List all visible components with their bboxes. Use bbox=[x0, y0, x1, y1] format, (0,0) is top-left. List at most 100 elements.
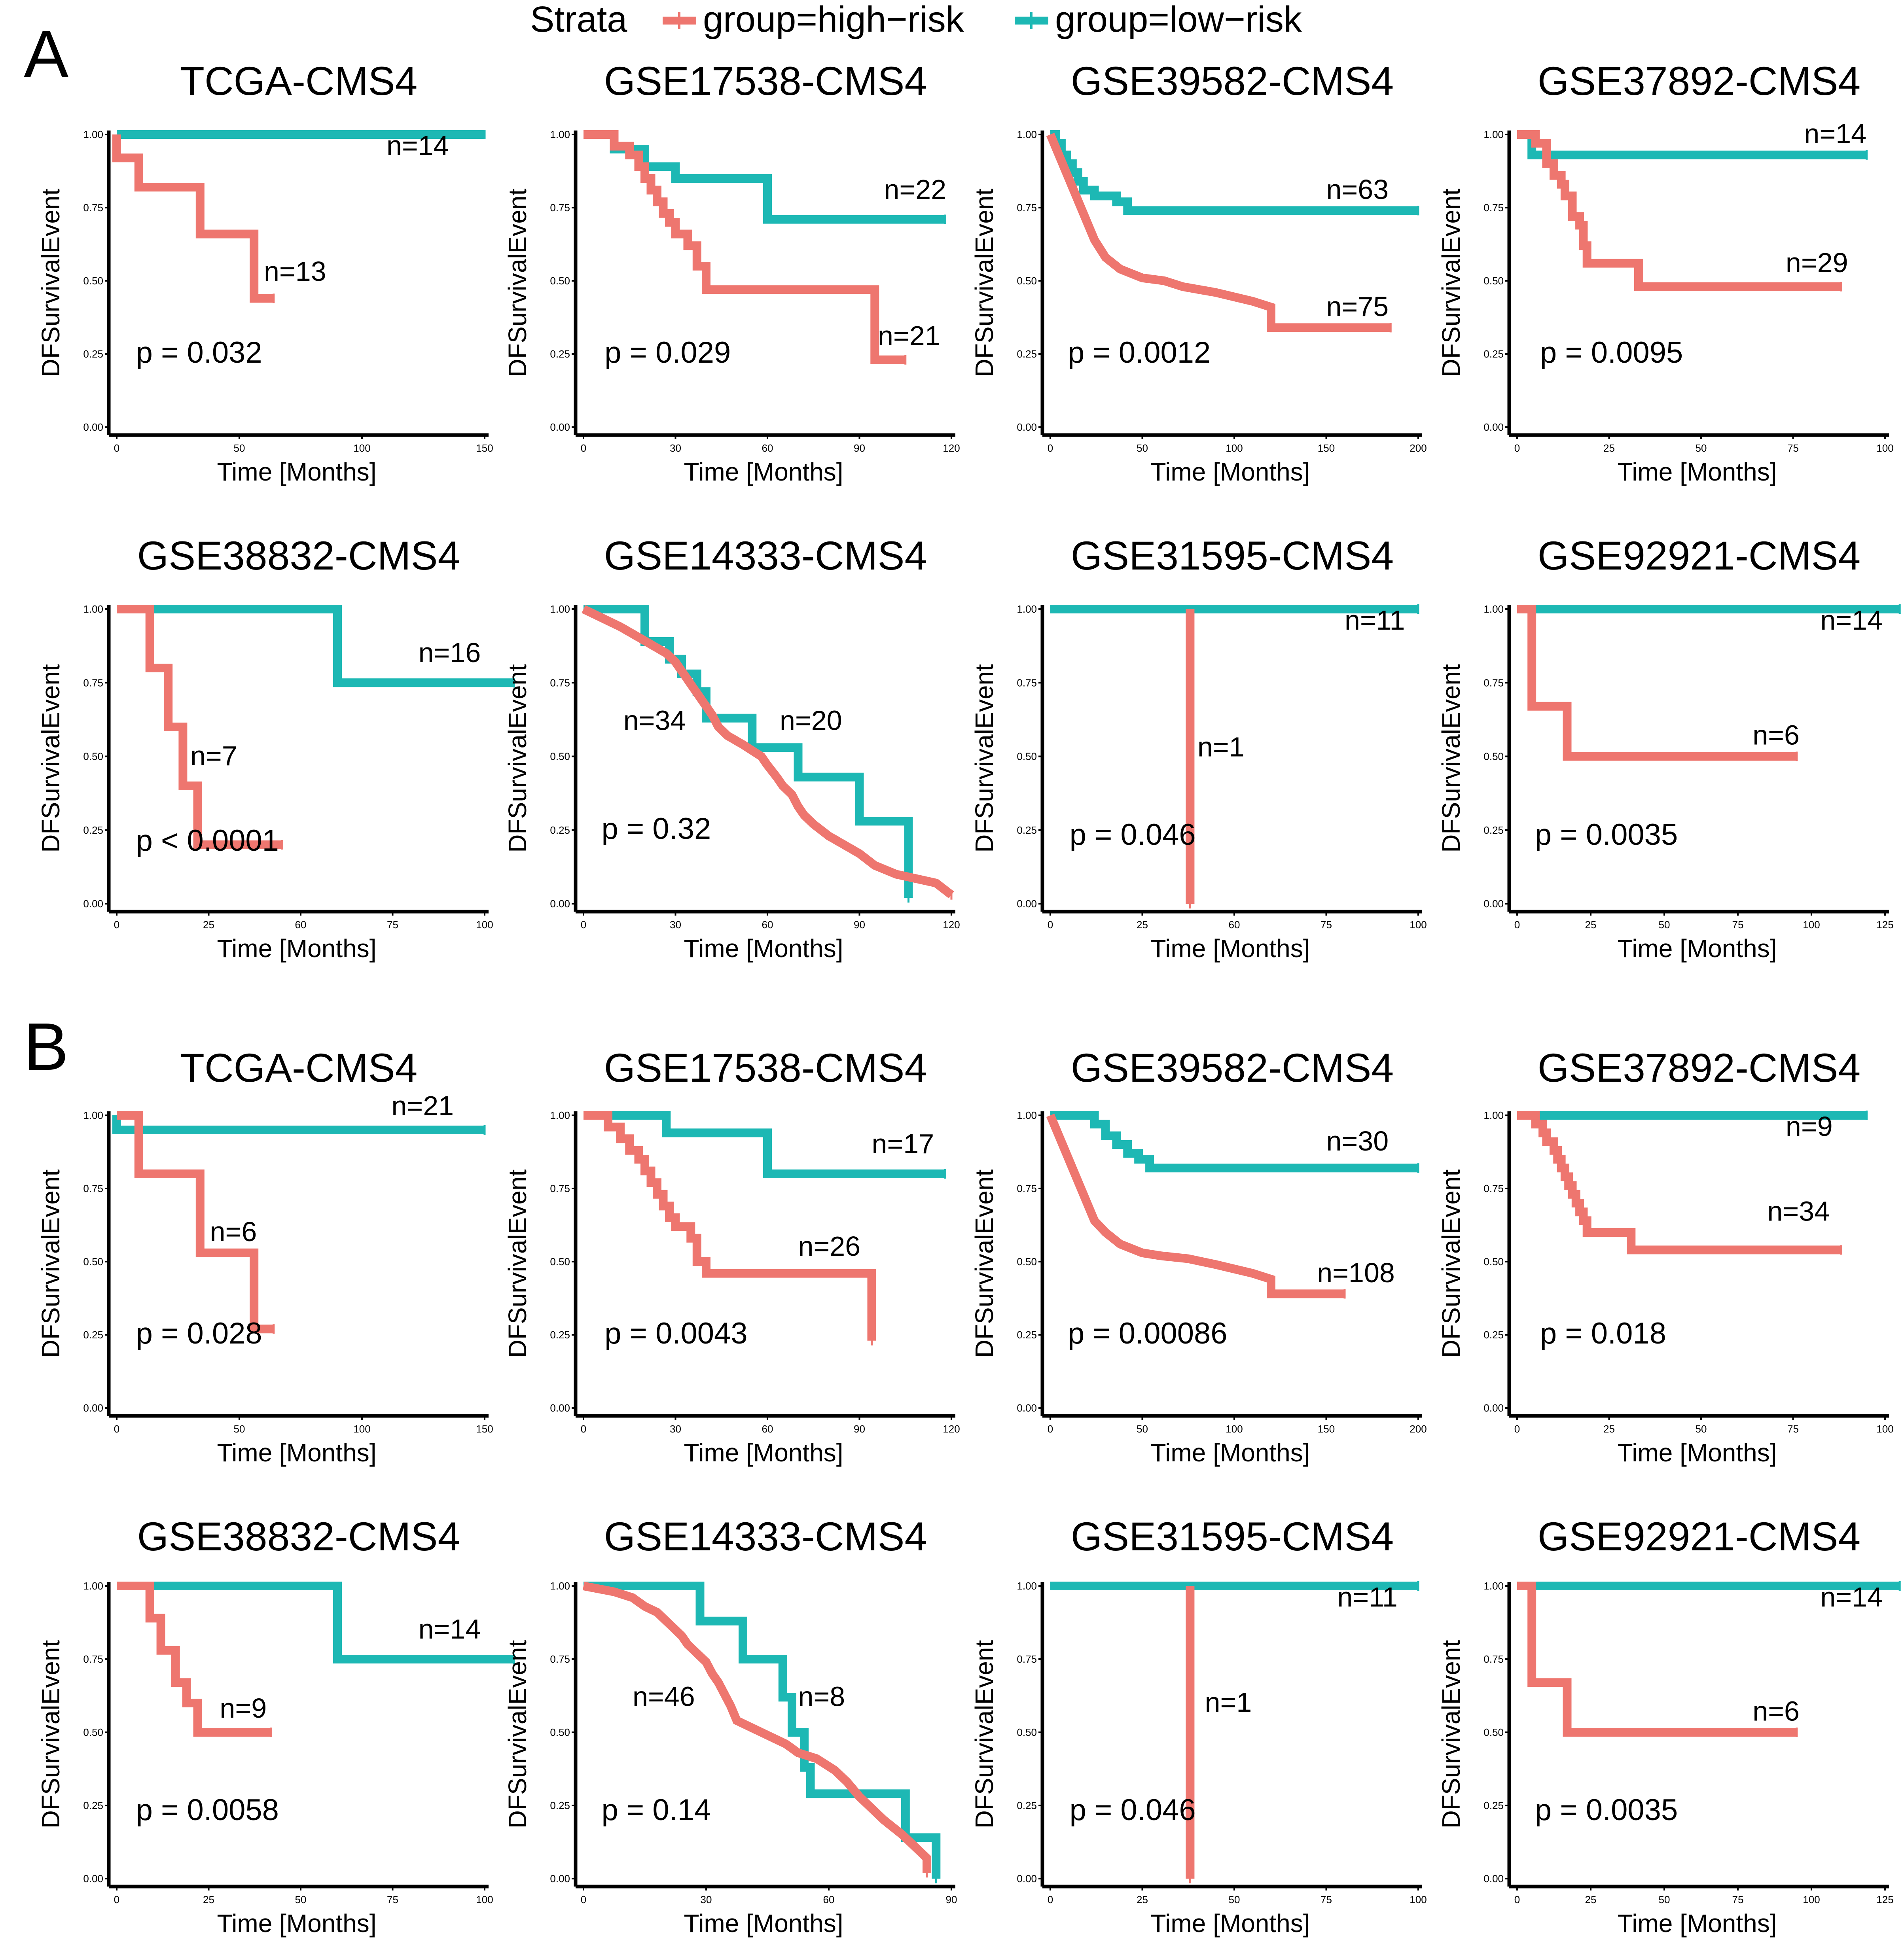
p-value: p < 0.0001 bbox=[136, 824, 279, 857]
p-value: p = 0.00086 bbox=[1068, 1317, 1228, 1350]
series-line-high-risk bbox=[582, 1582, 931, 1873]
y-tick-label: 0.75 bbox=[1017, 202, 1037, 214]
y-axis-label: DFSurvivalEvent bbox=[1437, 188, 1465, 377]
km-plot-b-gse17538-cms4: GSE17538-CMS4 0.00 0.25 0.50 0.75 1.00 0 30 60 90… bbox=[503, 1045, 960, 1467]
y-axis-label: DFSurvivalEvent bbox=[503, 664, 532, 853]
x-tick-label: 25 bbox=[203, 1894, 214, 1906]
x-tick-label: 0 bbox=[581, 442, 586, 454]
plot-title: GSE37892-CMS4 bbox=[1538, 59, 1860, 104]
x-tick-label: 50 bbox=[1696, 442, 1707, 454]
y-tick-label: 0.50 bbox=[1017, 1256, 1037, 1268]
y-tick-label: 0.25 bbox=[83, 1800, 103, 1811]
x-axis-label: Time [Months] bbox=[684, 458, 843, 486]
y-axis-label: DFSurvivalEvent bbox=[970, 1169, 998, 1358]
y-tick-label: 0.00 bbox=[1483, 898, 1504, 910]
x-tick-label: 150 bbox=[476, 442, 493, 454]
n-label-high-risk: n=6 bbox=[210, 1216, 257, 1247]
x-tick-label: 100 bbox=[353, 442, 370, 454]
plot-title: GSE14333-CMS4 bbox=[604, 1514, 927, 1559]
x-axis-label: Time [Months] bbox=[217, 1909, 376, 1938]
n-label-high-risk: n=108 bbox=[1317, 1257, 1395, 1288]
y-tick-label: 1.00 bbox=[550, 603, 570, 615]
p-value: p = 0.028 bbox=[136, 1317, 262, 1350]
n-label-high-risk: n=75 bbox=[1326, 291, 1389, 322]
y-tick-label: 0.75 bbox=[550, 1653, 570, 1665]
p-value: p = 0.0035 bbox=[1535, 818, 1678, 852]
series-line-high-risk bbox=[582, 605, 954, 899]
y-tick-label: 0.25 bbox=[83, 1329, 103, 1341]
plot-title: GSE31595-CMS4 bbox=[1071, 533, 1394, 578]
series-line-high-risk bbox=[1517, 605, 1797, 761]
x-tick-label: 0 bbox=[1514, 919, 1520, 931]
n-label-high-risk: n=7 bbox=[190, 740, 237, 771]
y-tick-label: 0.75 bbox=[83, 1183, 103, 1194]
plot-title: TCGA-CMS4 bbox=[180, 1045, 418, 1090]
x-tick-label: 50 bbox=[234, 1423, 245, 1435]
y-tick-label: 1.00 bbox=[83, 129, 103, 140]
x-axis-label: Time [Months] bbox=[217, 934, 376, 963]
km-plot-b-gse31595-cms4: GSE31595-CMS4 0.00 0.25 0.50 0.75 1.00 0 25 50 75… bbox=[970, 1514, 1427, 1938]
km-plot-b-gse39582-cms4: GSE39582-CMS4 0.00 0.25 0.50 0.75 1.00 0 50 100 1… bbox=[970, 1045, 1427, 1467]
y-tick-label: 1.00 bbox=[83, 1580, 103, 1592]
y-axis-label: DFSurvivalEvent bbox=[1437, 1640, 1465, 1828]
p-value: p = 0.0095 bbox=[1540, 336, 1683, 369]
x-tick-label: 75 bbox=[1320, 919, 1332, 931]
x-axis-label: Time [Months] bbox=[1150, 458, 1310, 486]
y-tick-label: 0.25 bbox=[550, 348, 570, 360]
x-tick-label: 75 bbox=[1732, 919, 1744, 931]
panel-label-b: B bbox=[24, 1009, 68, 1084]
y-tick-label: 0.00 bbox=[1017, 1873, 1037, 1885]
y-tick-label: 0.75 bbox=[83, 677, 103, 689]
n-label-low-risk: n=30 bbox=[1326, 1126, 1389, 1156]
y-tick-label: 0.00 bbox=[83, 898, 103, 910]
x-tick-label: 50 bbox=[295, 1894, 307, 1906]
y-tick-label: 0.50 bbox=[1483, 1726, 1504, 1738]
x-tick-label: 30 bbox=[670, 1423, 681, 1435]
x-tick-label: 0 bbox=[1048, 1423, 1053, 1435]
km-plot-a-gse92921-cms4: GSE92921-CMS4 0.00 0.25 0.50 0.75 1.00 0 25 50 75… bbox=[1437, 533, 1901, 963]
y-tick-label: 0.00 bbox=[550, 1402, 570, 1414]
x-tick-label: 50 bbox=[1659, 1894, 1670, 1906]
y-tick-label: 0.50 bbox=[1017, 275, 1037, 287]
x-tick-label: 50 bbox=[1696, 1423, 1707, 1435]
y-tick-label: 0.50 bbox=[550, 1256, 570, 1268]
y-tick-label: 1.00 bbox=[550, 129, 570, 140]
y-tick-label: 0.00 bbox=[550, 1873, 570, 1885]
legend: Strata group=high−risk group=low−risk bbox=[530, 0, 1302, 40]
p-value: p = 0.032 bbox=[136, 336, 262, 369]
x-tick-label: 25 bbox=[1585, 1894, 1597, 1906]
km-plot-b-gse38832-cms4: GSE38832-CMS4 0.00 0.25 0.50 0.75 1.00 0 25 50 75… bbox=[36, 1514, 515, 1938]
x-tick-label: 50 bbox=[1229, 1894, 1240, 1906]
x-tick-label: 60 bbox=[295, 919, 307, 931]
legend-label: group=high−risk bbox=[703, 0, 964, 40]
x-tick-label: 50 bbox=[1659, 919, 1670, 931]
series-line-high-risk bbox=[1517, 1111, 1841, 1255]
x-axis-label: Time [Months] bbox=[1617, 1438, 1777, 1467]
y-tick-label: 0.75 bbox=[1017, 1183, 1037, 1194]
n-label-high-risk: n=1 bbox=[1205, 1687, 1252, 1718]
y-axis-label: DFSurvivalEvent bbox=[970, 1640, 998, 1828]
x-tick-label: 50 bbox=[1137, 442, 1148, 454]
y-tick-label: 1.00 bbox=[83, 1109, 103, 1121]
x-tick-label: 60 bbox=[762, 919, 773, 931]
x-tick-label: 75 bbox=[1732, 1894, 1744, 1906]
x-axis-label: Time [Months] bbox=[1617, 458, 1777, 486]
x-axis-label: Time [Months] bbox=[1617, 1909, 1777, 1938]
y-tick-label: 0.50 bbox=[550, 275, 570, 287]
y-tick-label: 1.00 bbox=[1017, 603, 1037, 615]
y-tick-label: 0.75 bbox=[83, 202, 103, 214]
series-line-low-risk bbox=[584, 1582, 941, 1879]
y-tick-label: 0.00 bbox=[1017, 1402, 1037, 1414]
series-line-low-risk bbox=[1050, 1111, 1418, 1173]
y-tick-label: 0.50 bbox=[83, 1256, 103, 1268]
km-plot-a-gse39582-cms4: GSE39582-CMS4 0.00 0.25 0.50 0.75 1.00 0 50 100 1… bbox=[970, 59, 1427, 486]
plot-title: GSE39582-CMS4 bbox=[1071, 59, 1394, 104]
y-tick-label: 0.25 bbox=[83, 824, 103, 836]
y-tick-label: 0.00 bbox=[1017, 421, 1037, 433]
plot-title: GSE92921-CMS4 bbox=[1538, 1514, 1860, 1559]
km-plot-b-gse92921-cms4: GSE92921-CMS4 0.00 0.25 0.50 0.75 1.00 0 25 50 75… bbox=[1437, 1514, 1901, 1938]
x-tick-label: 75 bbox=[1320, 1894, 1332, 1906]
x-tick-label: 60 bbox=[823, 1894, 835, 1906]
n-label-high-risk: n=46 bbox=[633, 1681, 695, 1712]
